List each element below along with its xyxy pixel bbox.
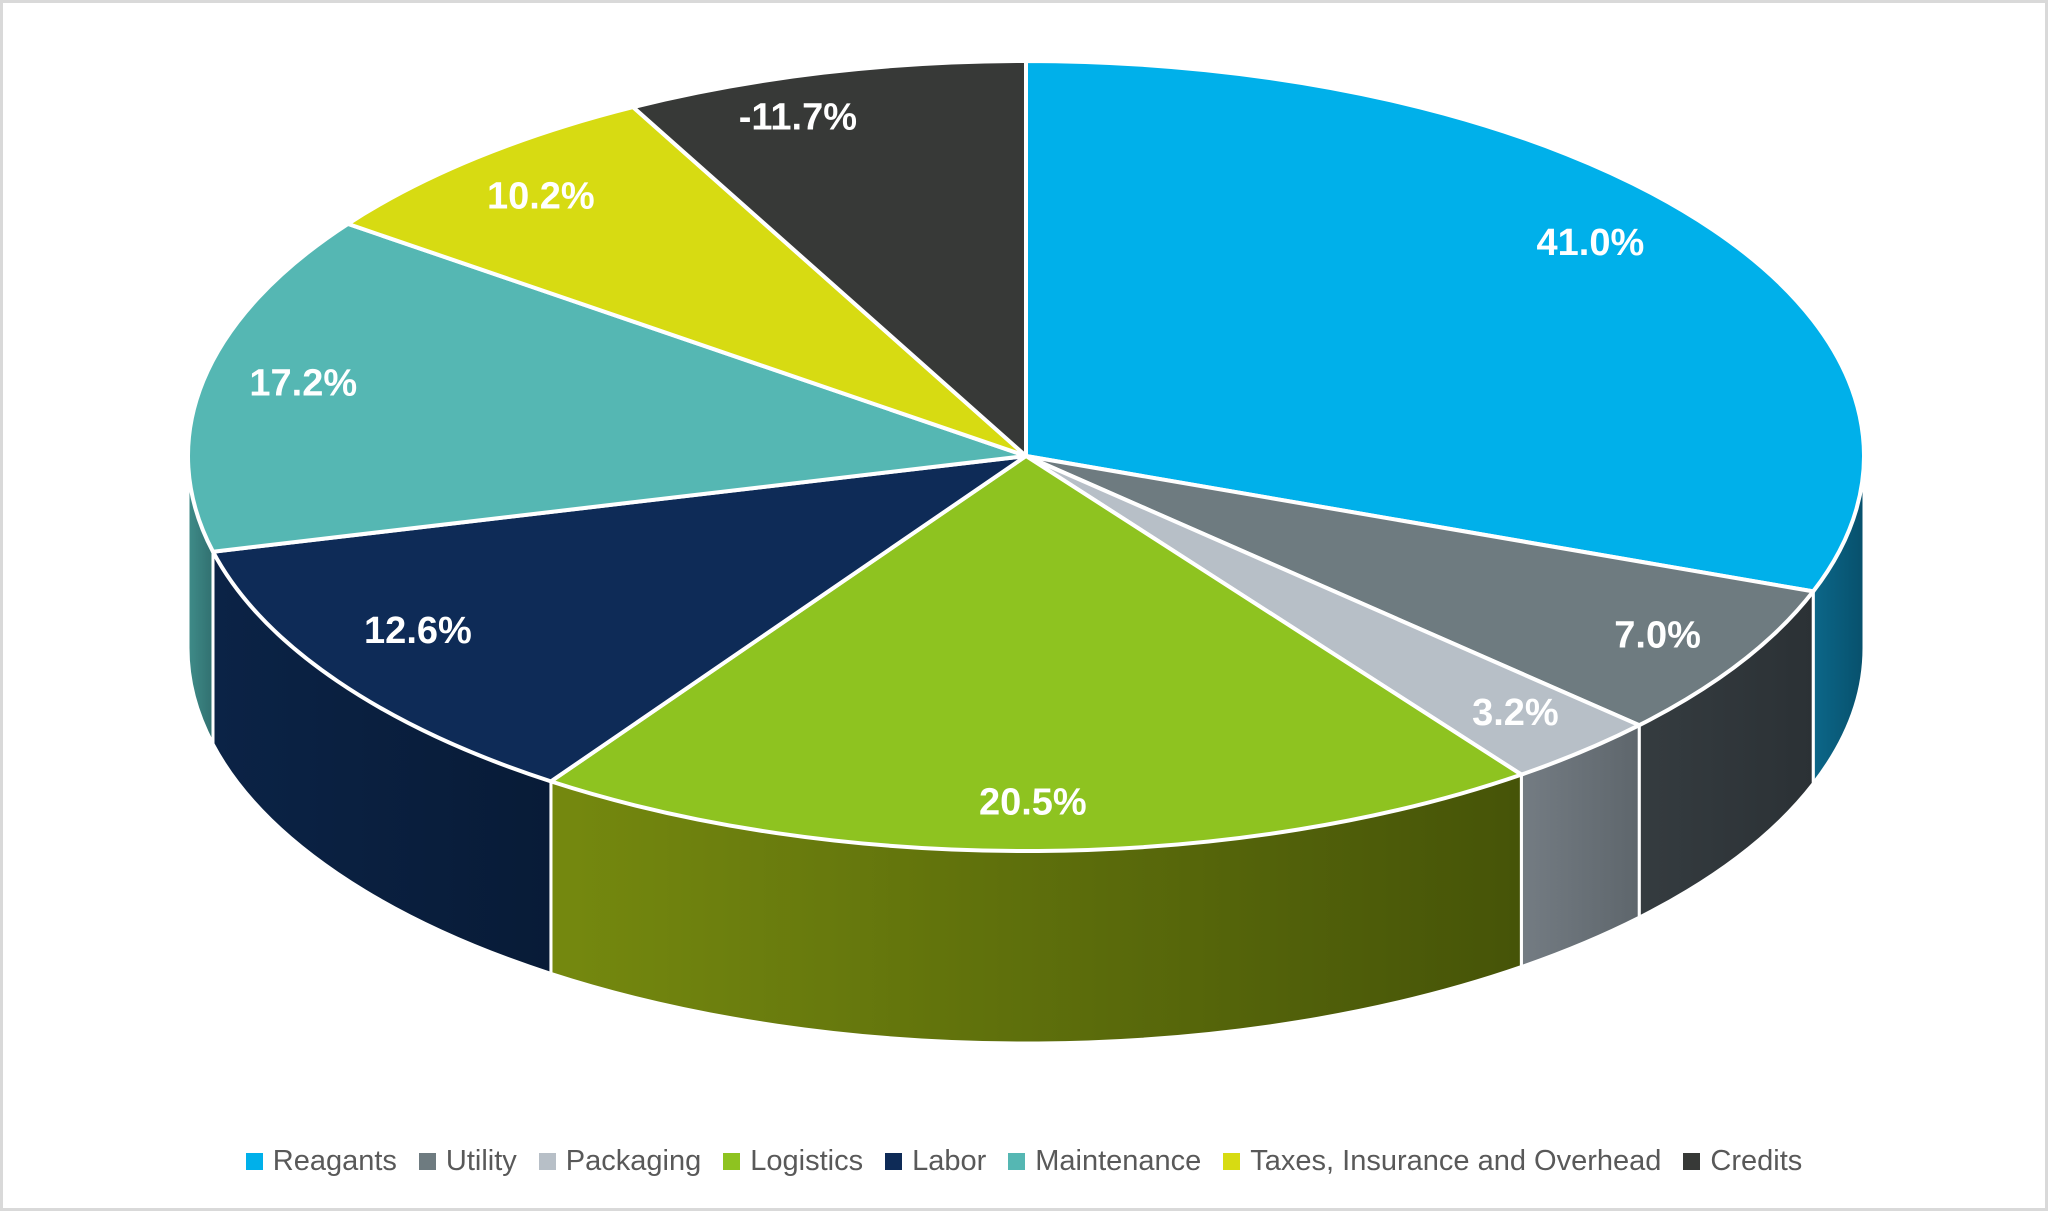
pie-slice-logistics[interactable] <box>548 454 1524 853</box>
legend-label: Logistics <box>750 1144 864 1177</box>
legend-item-utility[interactable]: Utility <box>418 1144 517 1178</box>
legend-swatch-icon <box>1223 1152 1241 1170</box>
data-label-logistics: 20.5% <box>979 782 1087 824</box>
legend-swatch-icon <box>1683 1152 1701 1170</box>
legend-label: Maintenance <box>1035 1144 1202 1177</box>
data-label-labor: 12.6% <box>364 610 472 652</box>
pie-slice-taxes-insurance-and-overhead[interactable] <box>345 105 1028 458</box>
pie-slice-maintenance[interactable] <box>186 221 1028 554</box>
legend-swatch-icon <box>538 1152 556 1170</box>
data-label-maintenance: 17.2% <box>249 363 357 405</box>
legend-label: Taxes, Insurance and Overhead <box>1250 1144 1662 1177</box>
pie-slice-reagants[interactable] <box>1024 59 1866 594</box>
legend-label: Credits <box>1710 1144 1803 1177</box>
data-label-credits: -11.7% <box>739 97 857 139</box>
legend-label: Packaging <box>565 1144 702 1177</box>
legend-item-packaging[interactable]: Packaging <box>538 1144 702 1178</box>
pie-slice-utility[interactable] <box>1024 454 1816 728</box>
legend-swatch-icon <box>1008 1152 1026 1170</box>
legend-label: Reagants <box>272 1144 397 1177</box>
data-label-taxes-insurance-and-overhead: 10.2% <box>487 176 595 218</box>
legend-swatch-icon <box>723 1152 741 1170</box>
legend-swatch-icon <box>245 1152 263 1170</box>
data-label-utility: 7.0% <box>1614 615 1701 657</box>
data-label-reagants: 41.0% <box>1537 222 1645 264</box>
legend-swatch-icon <box>885 1152 903 1170</box>
legend-item-reagants[interactable]: Reagants <box>245 1144 397 1178</box>
legend-item-taxes-insurance-and-overhead[interactable]: Taxes, Insurance and Overhead <box>1223 1145 1661 1178</box>
legend-swatch-icon <box>418 1152 436 1170</box>
legend-label: Utility <box>445 1144 517 1177</box>
legend-item-maintenance[interactable]: Maintenance <box>1008 1145 1201 1178</box>
pie-slice-credits[interactable] <box>631 59 1028 458</box>
legend-item-credits[interactable]: Credits <box>1683 1145 1802 1178</box>
data-label-packaging: 3.2% <box>1472 692 1559 734</box>
pie-chart-3d: 41.0% 7.0% 3.2% 20.5% 12.6% 17.2% 10.2% -11.7% <box>186 59 1866 1045</box>
legend-label: Labor <box>912 1144 987 1177</box>
legend-item-logistics[interactable]: Logistics <box>723 1145 863 1178</box>
chart-legend: Reagants Utility Packaging Logistics Labor Ma… <box>3 1131 2045 1191</box>
legend-item-labor[interactable]: Labor <box>885 1145 986 1178</box>
pie-slice-labor[interactable] <box>210 454 1028 784</box>
